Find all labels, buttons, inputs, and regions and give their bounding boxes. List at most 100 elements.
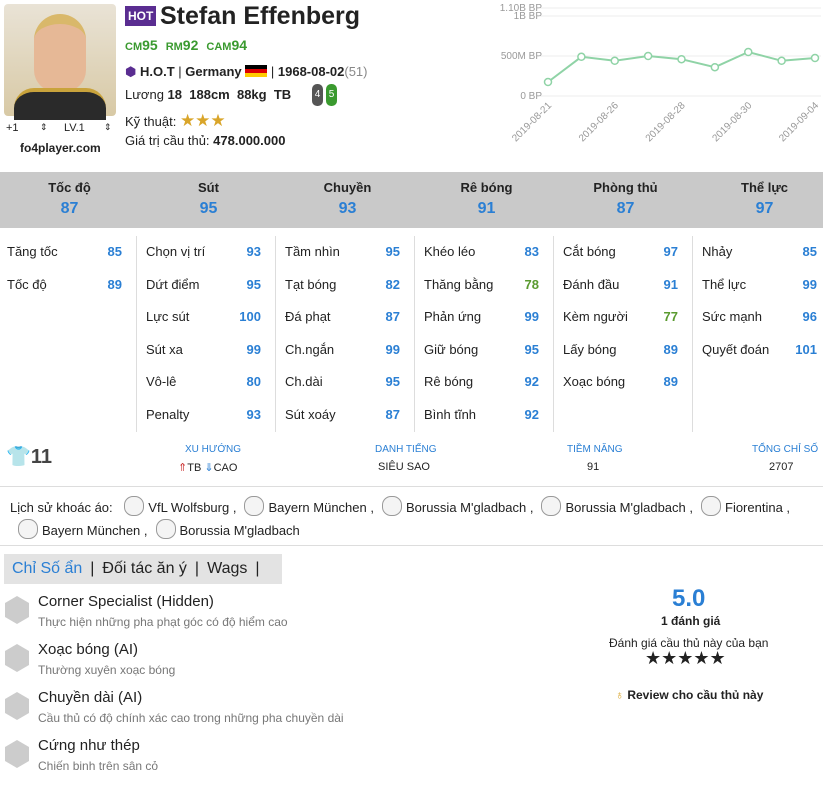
stat-name: Phản ứng [424, 309, 482, 324]
review-count: 1 đánh giá [661, 614, 721, 628]
column-divider [553, 236, 554, 432]
club-name[interactable]: Borussia M'gladbach [565, 500, 686, 515]
stat-value: 99 [524, 309, 539, 324]
price-point [744, 47, 753, 57]
foot: TB [273, 87, 292, 102]
stat-value: 97 [663, 244, 678, 259]
positions: CM95 RM92 CAM94 [125, 37, 255, 53]
position-rating: 95 [142, 37, 158, 53]
stat-value: 80 [246, 374, 261, 389]
tabs: Chỉ Số ẩn | Đối tác ăn ý | Wags | [4, 554, 282, 584]
stat-name: Bình tĩnh [424, 406, 477, 422]
stat-name: Nhảy [702, 244, 733, 259]
stat-value: 82 [385, 276, 400, 292]
badge: HOT [125, 6, 157, 26]
stat-value: 99 [802, 276, 817, 292]
arrows[interactable]: ⇕ [40, 122, 48, 132]
stat-name: Thăng bằng [424, 276, 494, 292]
x-tick-label: 2019-08-30 [710, 100, 754, 144]
y-tick-label: 0 BP [520, 91, 542, 102]
trait-name: Cứng như thép [38, 737, 140, 754]
upgrade[interactable]: +1 [6, 122, 19, 134]
stats-header [0, 172, 823, 228]
trait-icon [5, 692, 29, 720]
jersey: 👕11 [6, 446, 53, 468]
trait-desc: Chiến binh trên sân cỏ [38, 759, 159, 773]
tab[interactable]: Wags [207, 560, 248, 577]
stat-value: 87 [385, 406, 400, 422]
review-prompt: Đánh giá cầu thủ này của bạn [609, 636, 769, 650]
stat-group-name: Phòng thủ [593, 180, 658, 195]
weak-foot: 5 [326, 84, 337, 106]
stat-group-name: Tốc độ [48, 180, 91, 195]
price-point [610, 56, 619, 66]
club-name[interactable]: Bayern München [42, 523, 141, 538]
stat-group-value: 95 [199, 200, 218, 217]
club-logo [244, 496, 265, 516]
stat-value: 96 [802, 309, 817, 324]
tab[interactable]: Chỉ Số ẩn [12, 560, 83, 577]
club-name[interactable]: VfL Wolfsburg [148, 500, 230, 515]
trait-icon [5, 644, 29, 672]
player-name: Stefan Effenberg [160, 2, 361, 30]
stat-value: 95 [385, 244, 400, 259]
trend-defense: CAO [213, 462, 238, 474]
price-point [710, 62, 720, 72]
x-tick-label: 2019-08-26 [577, 100, 621, 144]
price-point [643, 51, 653, 61]
trait-icon [5, 596, 29, 624]
season: H.O.T [139, 64, 175, 79]
review-stars[interactable]: ★★★★★ [645, 648, 726, 668]
club-name[interactable]: Fiorentina [725, 500, 783, 515]
club-name[interactable]: Bayern München [268, 500, 367, 515]
trait-desc: Thực hiện những pha phạt góc có độ hiểm … [38, 615, 288, 629]
stat-value: 89 [663, 341, 678, 357]
stat-group-value: 87 [60, 200, 79, 217]
potential-label: TIỀM NĂNG [567, 444, 623, 455]
stat-value: 83 [524, 244, 539, 259]
total-label: TỔNG CHỈ SỐ [752, 444, 819, 455]
divider [0, 486, 823, 487]
jersey-number: 11 [30, 446, 53, 468]
stat-name: Lấy bóng [563, 341, 617, 357]
clubs-label: Lịch sử khoác áo: [10, 500, 113, 515]
stat-value: 93 [246, 406, 261, 422]
stat-value: 99 [385, 341, 400, 357]
position: RM [165, 41, 183, 53]
trend: ⇑TB ⇓CAO [178, 462, 238, 474]
nation: Germany [185, 64, 242, 79]
stat-value: 89 [663, 374, 678, 389]
tab[interactable]: Đối tác ăn ý [102, 560, 187, 577]
stat-name: Đánh đầu [563, 276, 620, 292]
price-point [810, 53, 820, 63]
stat-value: 95 [385, 374, 400, 389]
level[interactable]: LV.1 [64, 122, 85, 134]
stat-name: Lực sút [146, 309, 190, 324]
age: (51) [344, 64, 368, 79]
x-tick-label: 2019-08-28 [644, 100, 688, 144]
stat-value: 89 [107, 276, 122, 292]
stat-value: 85 [107, 244, 122, 259]
stat-name: Cắt bóng [563, 244, 616, 259]
stat-name: Dứt điểm [146, 276, 200, 292]
site: fo4player.com [20, 141, 101, 155]
stat-value: 77 [663, 309, 678, 324]
club-name[interactable]: Borussia M'gladbach [179, 523, 300, 538]
club-logo [701, 496, 721, 516]
club-name[interactable]: Borussia M'gladbach [405, 500, 527, 515]
position-rating: 92 [182, 37, 199, 53]
trait-desc: Thường xuyên xoạc bóng [38, 663, 176, 677]
stat-value: 93 [246, 244, 261, 259]
price-point [543, 77, 553, 87]
review-button-text[interactable]: Review cho cầu thủ này [627, 688, 764, 702]
salary-label: Lương [125, 87, 164, 102]
arrows[interactable]: ⇕ [104, 122, 112, 132]
price-point [677, 54, 686, 64]
trend-label: XU HƯỚNG [185, 444, 242, 455]
trait-icon [5, 740, 29, 768]
stat-name: Rê bóng [424, 374, 474, 389]
x-tick-label: 2019-08-21 [510, 100, 554, 144]
birth: 1968-08-02 [277, 64, 345, 79]
review-button[interactable]: ♁ Review cho cầu thủ này [615, 688, 764, 702]
stat-value: 92 [524, 374, 539, 389]
